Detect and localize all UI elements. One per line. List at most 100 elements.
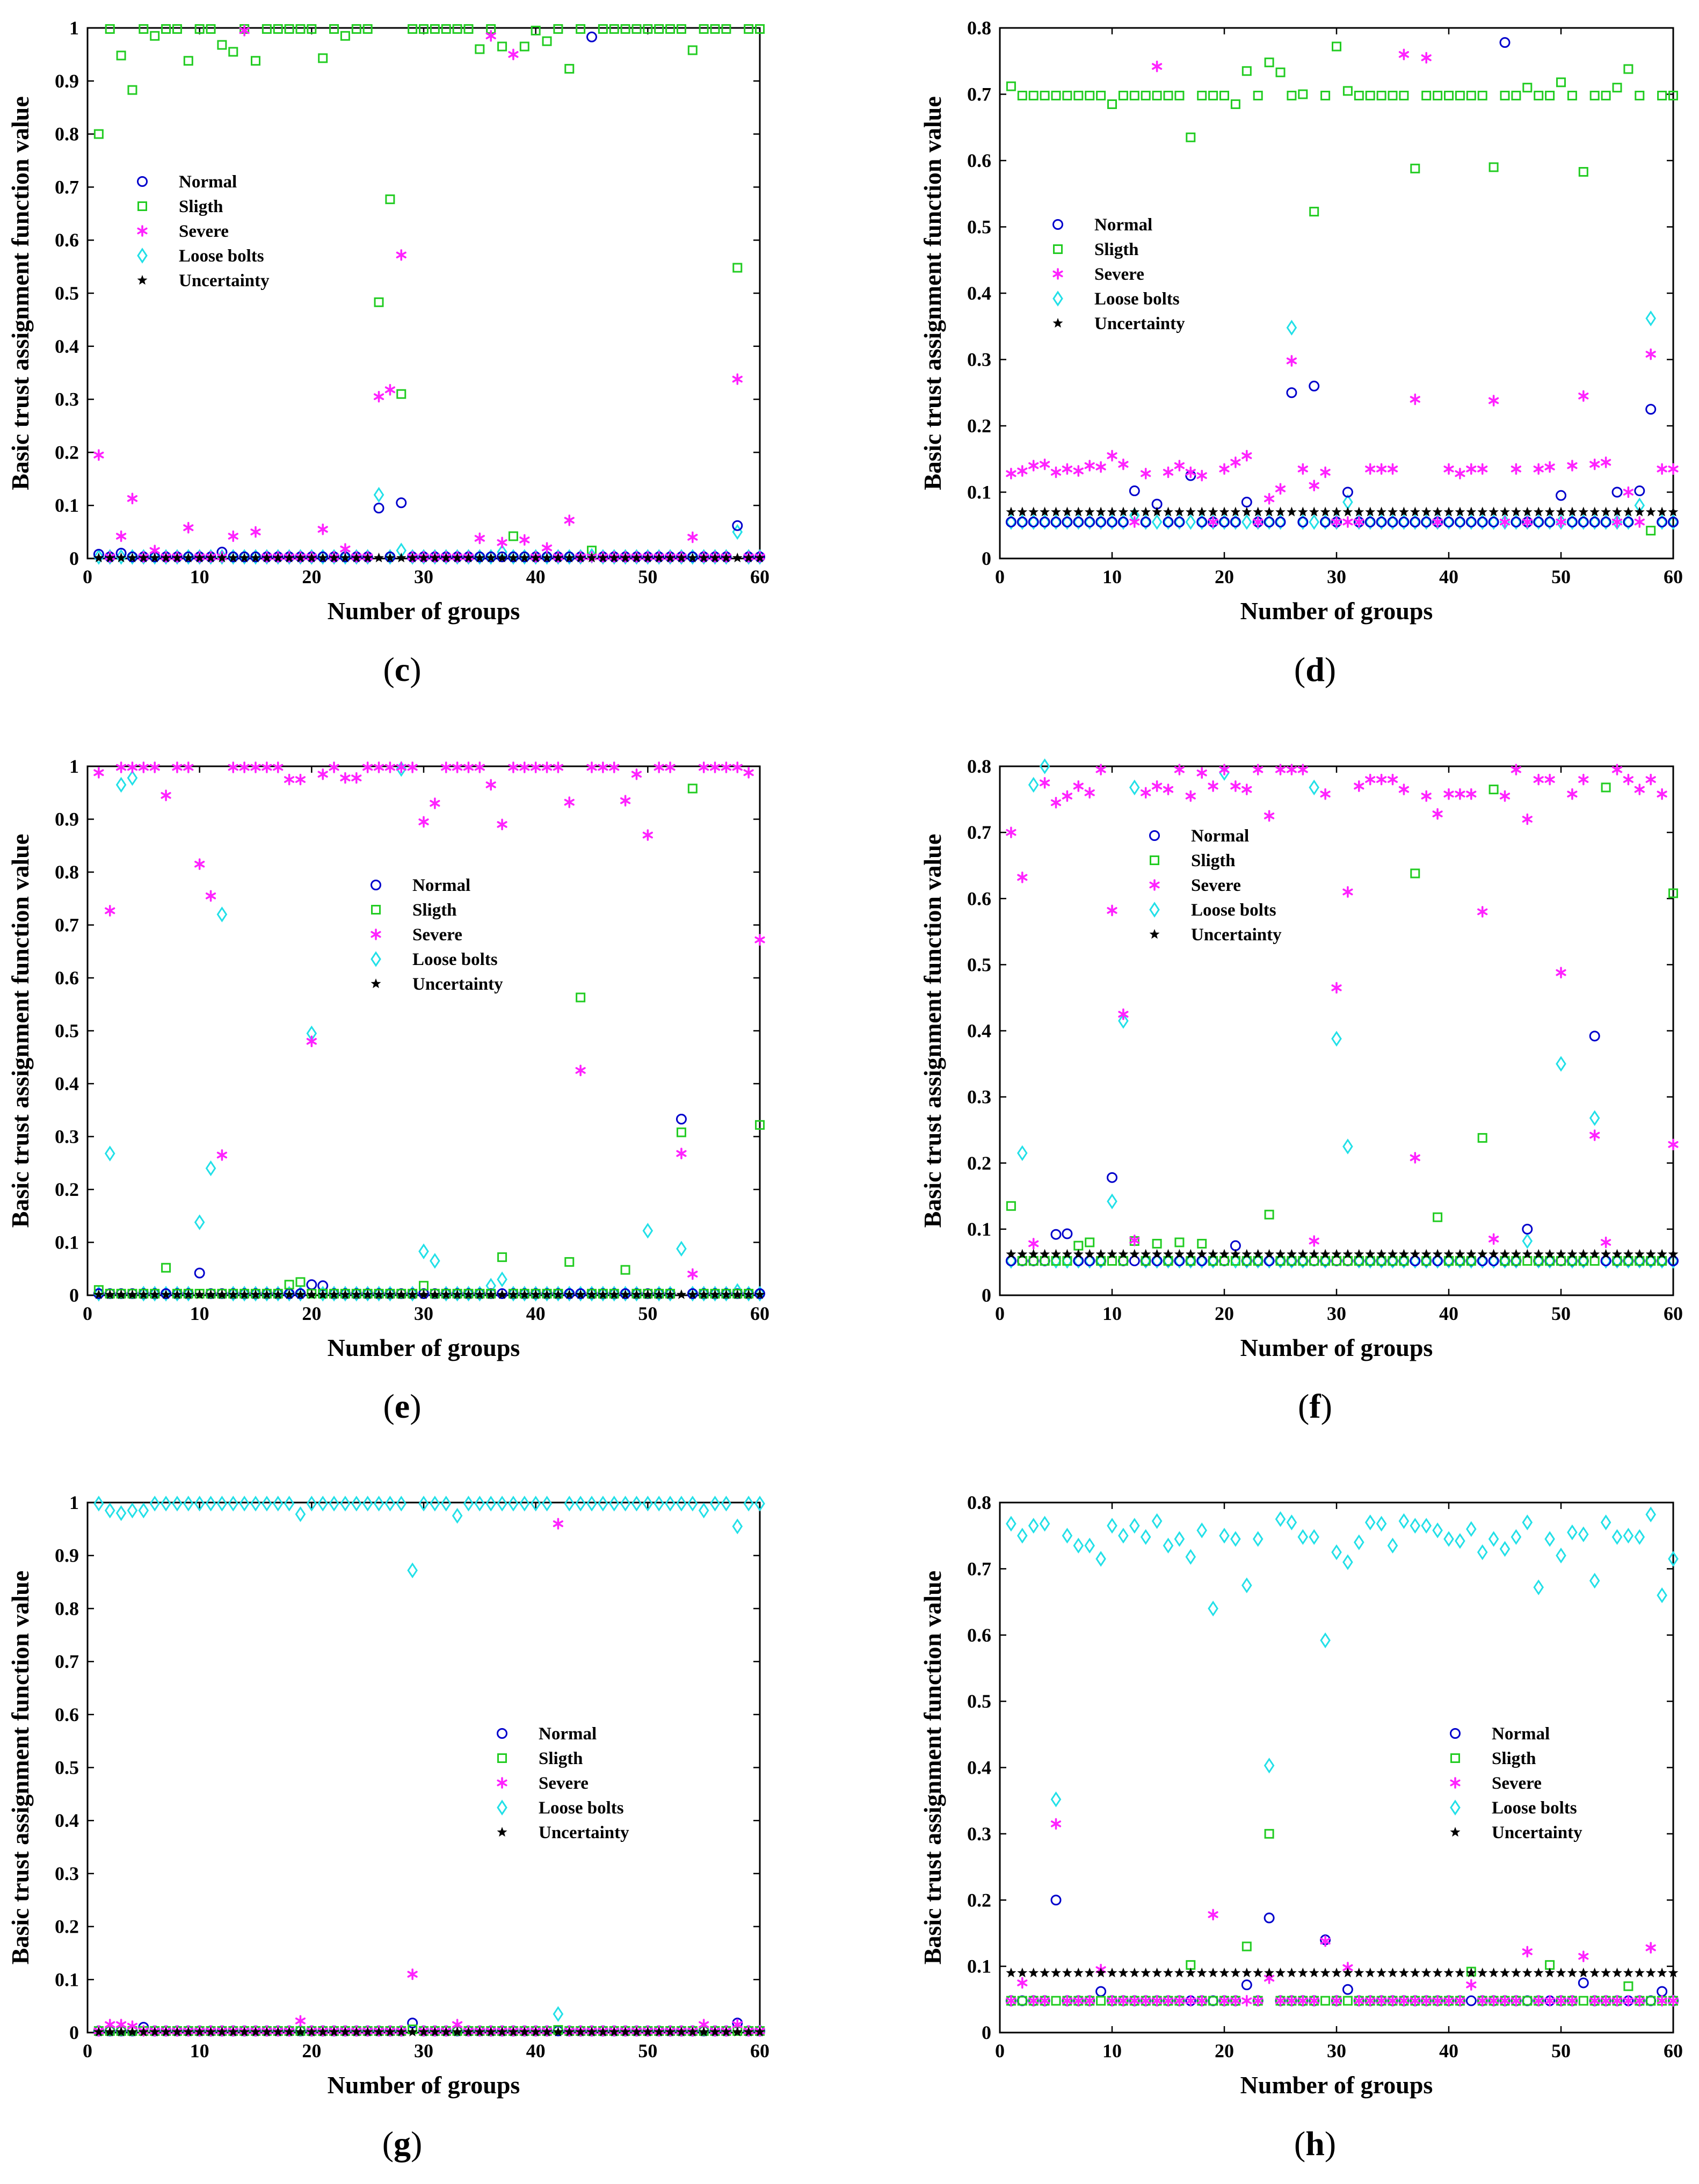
point-uncertainty [329,1289,339,1300]
point-normal [1589,1031,1600,1042]
point-loose [1163,1537,1174,1554]
point-loose [575,1496,586,1512]
point-uncertainty [1455,1249,1465,1259]
legend-marker-severe [371,928,381,940]
point-slight [1163,90,1173,100]
x-tick-label: 40 [526,2040,546,2062]
point-uncertainty [306,1289,317,1300]
point-severe [1297,463,1308,475]
point-loose [631,1496,642,1512]
point-severe [1365,463,1376,475]
legend-label-severe: Severe [412,925,462,945]
point-loose [127,770,138,786]
point-loose [1488,1531,1499,1547]
point-uncertainty [317,2027,328,2037]
point-loose [1028,514,1039,530]
y-tick-label: 0.2 [55,1916,79,1938]
point-uncertainty [1264,1968,1275,1978]
point-normal [1095,517,1107,528]
point-loose [1095,514,1106,530]
point-slight [1040,1256,1050,1266]
point-loose [1286,320,1297,336]
y-axis-title: Basic trust assignment function value [6,1571,34,1964]
point-normal [1364,1255,1376,1266]
point-normal [1645,1995,1657,2006]
point-uncertainty [1623,1968,1633,1978]
point-severe [373,390,384,403]
point-uncertainty [262,1289,272,1300]
x-tick-label: 30 [414,566,433,587]
point-loose [1297,514,1309,530]
point-loose [1657,1587,1667,1603]
point-uncertainty [1297,1249,1308,1259]
point-loose [1465,514,1477,530]
point-uncertainty [1006,1968,1017,1978]
point-loose [1017,1527,1028,1544]
point-severe [1174,1994,1185,2007]
point-slight [1096,1256,1106,1266]
legend-marker-normal [1052,219,1063,230]
point-slight [1332,41,1341,52]
point-uncertainty [1062,506,1072,517]
point-loose [317,1496,329,1512]
point-uncertainty [754,553,765,563]
point-loose [340,1286,351,1302]
point-severe [1477,1994,1488,2007]
point-slight [1589,90,1600,100]
point-uncertainty [497,2027,507,2037]
point-loose [1544,514,1555,530]
point-normal [1499,1255,1511,1266]
point-loose [1050,1791,1062,1808]
point-normal [474,552,485,563]
point-uncertainty [474,1289,485,1300]
point-uncertainty [1443,1249,1454,1259]
point-loose [1455,1533,1465,1549]
point-loose [1578,514,1589,530]
point-uncertainty [1152,1249,1163,1259]
point-slight [1208,1996,1218,2006]
point-uncertainty [1634,1968,1645,1978]
point-uncertainty [1376,1968,1387,1978]
point-loose [205,1160,216,1177]
point-loose [351,1496,362,1512]
point-uncertainty [1297,506,1308,517]
point-uncertainty [1174,1968,1185,1978]
point-severe [1466,463,1477,475]
point-loose [1634,1253,1645,1269]
point-loose [272,1496,284,1512]
point-loose [1084,1253,1095,1269]
point-loose [1342,1138,1353,1155]
point-uncertainty [1095,1249,1106,1259]
point-normal [295,1288,306,1300]
point-slight [1275,67,1286,77]
point-normal [1286,387,1297,398]
point-severe [1230,1994,1241,2007]
point-slight [710,24,720,34]
point-uncertainty [542,553,552,563]
point-slight [1107,99,1117,110]
point-severe [1230,456,1241,468]
point-uncertainty [216,2027,227,2037]
point-slight [1399,1256,1409,1266]
point-loose [1499,1253,1511,1269]
point-uncertainty [1365,1249,1376,1259]
y-tick-label: 0.3 [55,1126,79,1148]
point-loose [1477,1253,1488,1269]
point-severe [1466,788,1477,800]
point-normal [1488,1255,1499,1266]
point-normal [384,552,396,563]
point-loose [642,1223,654,1239]
point-slight [1073,1240,1084,1251]
point-uncertainty [194,2027,205,2037]
point-loose [1567,1524,1578,1541]
point-slight [1264,1829,1274,1839]
point-uncertainty [1645,1249,1656,1259]
point-severe [1410,1152,1420,1164]
point-uncertainty [642,553,653,563]
point-loose [284,1496,295,1512]
point-uncertainty [631,1289,642,1300]
point-normal [1219,1255,1230,1266]
point-slight [441,24,451,34]
point-loose [1073,514,1084,530]
point-loose [1567,514,1578,530]
